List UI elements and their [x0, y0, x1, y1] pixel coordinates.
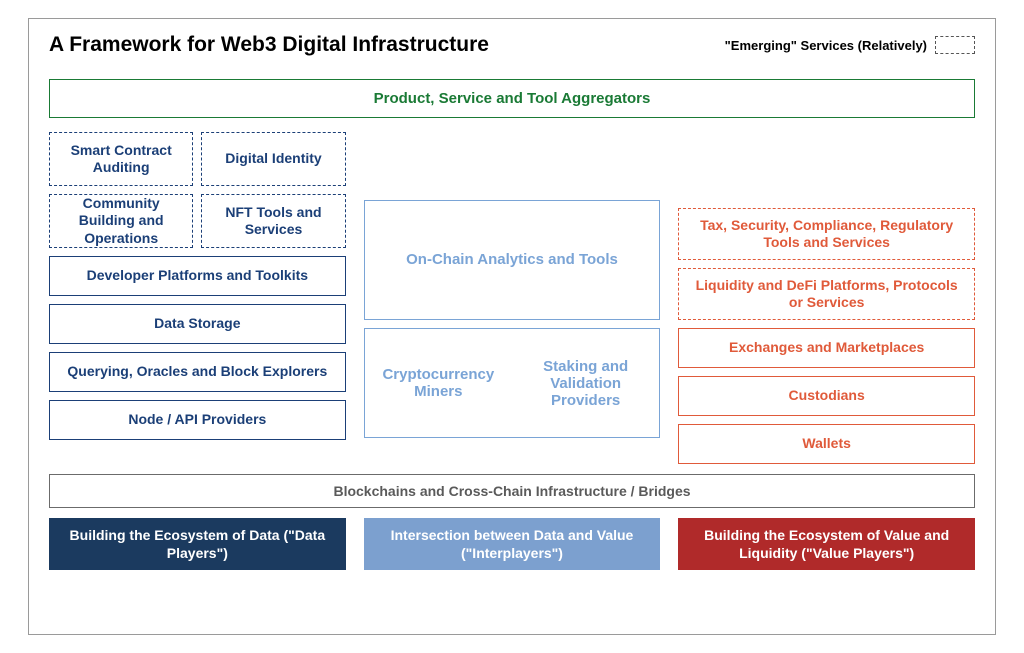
footer-interplayers: Intersection between Data and Value ("In… — [364, 518, 661, 570]
box-exchanges: Exchanges and Marketplaces — [678, 328, 975, 368]
aggregator-box: Product, Service and Tool Aggregators — [49, 79, 975, 118]
legend-swatch — [935, 36, 975, 54]
box-custodians: Custodians — [678, 376, 975, 416]
page-title: A Framework for Web3 Digital Infrastruct… — [49, 33, 489, 57]
cell-crypto-miners: Cryptocurrency Miners — [365, 362, 512, 404]
box-wallets: Wallets — [678, 424, 975, 464]
box-querying-oracles: Querying, Oracles and Block Explorers — [49, 352, 346, 392]
box-community-building: Community Building and Operations — [49, 194, 193, 248]
legend-label: "Emerging" Services (Relatively) — [725, 38, 927, 53]
footer-value-players: Building the Ecosystem of Value and Liqu… — [678, 518, 975, 570]
footers: Building the Ecosystem of Data ("Data Pl… — [49, 518, 975, 570]
left-column: Smart Contract Auditing Digital Identity… — [49, 132, 346, 464]
box-liquidity-defi: Liquidity and DeFi Platforms, Protocols … — [678, 268, 975, 320]
columns: Smart Contract Auditing Digital Identity… — [49, 132, 975, 464]
box-smart-contract-auditing: Smart Contract Auditing — [49, 132, 193, 186]
box-onchain-analytics: On-Chain Analytics and Tools — [364, 200, 661, 320]
header-row: A Framework for Web3 Digital Infrastruct… — [49, 33, 975, 57]
right-spacer — [678, 132, 975, 200]
box-data-storage: Data Storage — [49, 304, 346, 344]
box-miners-staking: Cryptocurrency Miners Staking and Valida… — [364, 328, 661, 438]
infra-bar: Blockchains and Cross-Chain Infrastructu… — [49, 474, 975, 508]
box-digital-identity: Digital Identity — [201, 132, 345, 186]
right-column: Tax, Security, Compliance, Regulatory To… — [678, 132, 975, 464]
box-node-api: Node / API Providers — [49, 400, 346, 440]
middle-column: On-Chain Analytics and Tools Cryptocurre… — [364, 132, 661, 464]
legend: "Emerging" Services (Relatively) — [725, 36, 975, 54]
box-nft-tools: NFT Tools and Services — [201, 194, 345, 248]
cell-staking-providers: Staking and Validation Providers — [512, 354, 659, 413]
footer-data-players: Building the Ecosystem of Data ("Data Pl… — [49, 518, 346, 570]
diagram-frame: A Framework for Web3 Digital Infrastruct… — [28, 18, 996, 635]
box-developer-platforms: Developer Platforms and Toolkits — [49, 256, 346, 296]
box-tax-compliance: Tax, Security, Compliance, Regulatory To… — [678, 208, 975, 260]
